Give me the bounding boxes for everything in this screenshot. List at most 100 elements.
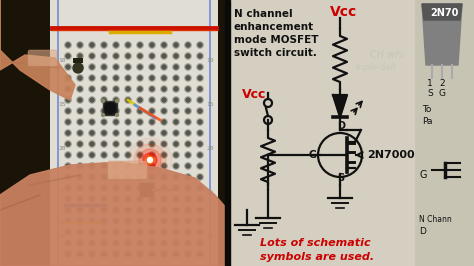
Circle shape: [114, 43, 118, 47]
Circle shape: [126, 241, 130, 245]
Circle shape: [149, 75, 155, 81]
Circle shape: [90, 208, 94, 212]
Circle shape: [101, 152, 107, 158]
Circle shape: [197, 218, 203, 224]
Circle shape: [126, 252, 130, 256]
Text: S: S: [427, 89, 433, 98]
Circle shape: [197, 141, 203, 147]
Text: 25: 25: [58, 189, 66, 194]
Circle shape: [197, 196, 203, 202]
Circle shape: [65, 229, 71, 235]
Circle shape: [161, 163, 167, 169]
Circle shape: [78, 186, 82, 190]
Circle shape: [186, 120, 190, 124]
Circle shape: [125, 174, 131, 180]
Circle shape: [198, 175, 202, 179]
Circle shape: [90, 76, 94, 80]
Circle shape: [162, 208, 166, 212]
Circle shape: [161, 42, 167, 48]
Circle shape: [185, 64, 191, 70]
Circle shape: [198, 98, 202, 102]
Circle shape: [162, 109, 166, 113]
Circle shape: [78, 208, 82, 212]
Circle shape: [149, 141, 155, 147]
Circle shape: [173, 251, 179, 257]
Circle shape: [78, 76, 82, 80]
Circle shape: [150, 153, 154, 157]
Circle shape: [101, 53, 107, 59]
Circle shape: [77, 53, 83, 59]
Circle shape: [90, 142, 94, 146]
Circle shape: [101, 97, 107, 103]
Circle shape: [114, 65, 118, 69]
Circle shape: [149, 86, 155, 92]
Circle shape: [173, 207, 179, 213]
Circle shape: [113, 152, 119, 158]
Circle shape: [89, 64, 95, 70]
Circle shape: [150, 175, 154, 179]
Circle shape: [77, 152, 83, 158]
Circle shape: [161, 108, 167, 114]
Circle shape: [114, 175, 118, 179]
Circle shape: [174, 43, 178, 47]
Circle shape: [186, 252, 190, 256]
Circle shape: [173, 86, 179, 92]
Circle shape: [102, 219, 106, 223]
Circle shape: [90, 186, 94, 190]
Text: enhancement: enhancement: [234, 22, 314, 32]
Circle shape: [66, 230, 70, 234]
Circle shape: [125, 185, 131, 191]
Circle shape: [149, 218, 155, 224]
Circle shape: [186, 219, 190, 223]
Circle shape: [102, 142, 106, 146]
Circle shape: [174, 164, 178, 168]
Circle shape: [102, 54, 106, 58]
Circle shape: [66, 164, 70, 168]
FancyBboxPatch shape: [228, 0, 415, 266]
Circle shape: [185, 86, 191, 92]
Circle shape: [113, 163, 119, 169]
Circle shape: [197, 229, 203, 235]
Circle shape: [126, 186, 130, 190]
Circle shape: [77, 119, 83, 125]
Circle shape: [101, 229, 107, 235]
Circle shape: [146, 156, 154, 164]
Circle shape: [126, 164, 130, 168]
Circle shape: [161, 174, 167, 180]
Circle shape: [101, 130, 107, 136]
Text: To: To: [422, 106, 431, 114]
Circle shape: [77, 163, 83, 169]
Circle shape: [65, 42, 71, 48]
Circle shape: [138, 186, 142, 190]
Circle shape: [185, 53, 191, 59]
Circle shape: [198, 186, 202, 190]
Circle shape: [137, 75, 143, 81]
Circle shape: [89, 53, 95, 59]
Circle shape: [173, 196, 179, 202]
Circle shape: [101, 218, 107, 224]
Polygon shape: [422, 4, 462, 65]
Circle shape: [149, 53, 155, 59]
Circle shape: [77, 97, 83, 103]
Text: 10: 10: [207, 57, 214, 63]
Circle shape: [114, 164, 118, 168]
Circle shape: [161, 251, 167, 257]
Circle shape: [102, 87, 106, 91]
Circle shape: [89, 240, 95, 246]
Circle shape: [185, 119, 191, 125]
Circle shape: [174, 65, 178, 69]
Circle shape: [186, 197, 190, 201]
Circle shape: [102, 230, 106, 234]
Circle shape: [173, 64, 179, 70]
Circle shape: [66, 76, 70, 80]
Circle shape: [186, 98, 190, 102]
Circle shape: [89, 130, 95, 136]
Circle shape: [198, 109, 202, 113]
Circle shape: [185, 75, 191, 81]
Circle shape: [185, 152, 191, 158]
Circle shape: [150, 164, 154, 168]
Circle shape: [138, 87, 142, 91]
Circle shape: [102, 252, 106, 256]
Circle shape: [137, 119, 143, 125]
Text: CH whi: CH whi: [370, 50, 404, 60]
